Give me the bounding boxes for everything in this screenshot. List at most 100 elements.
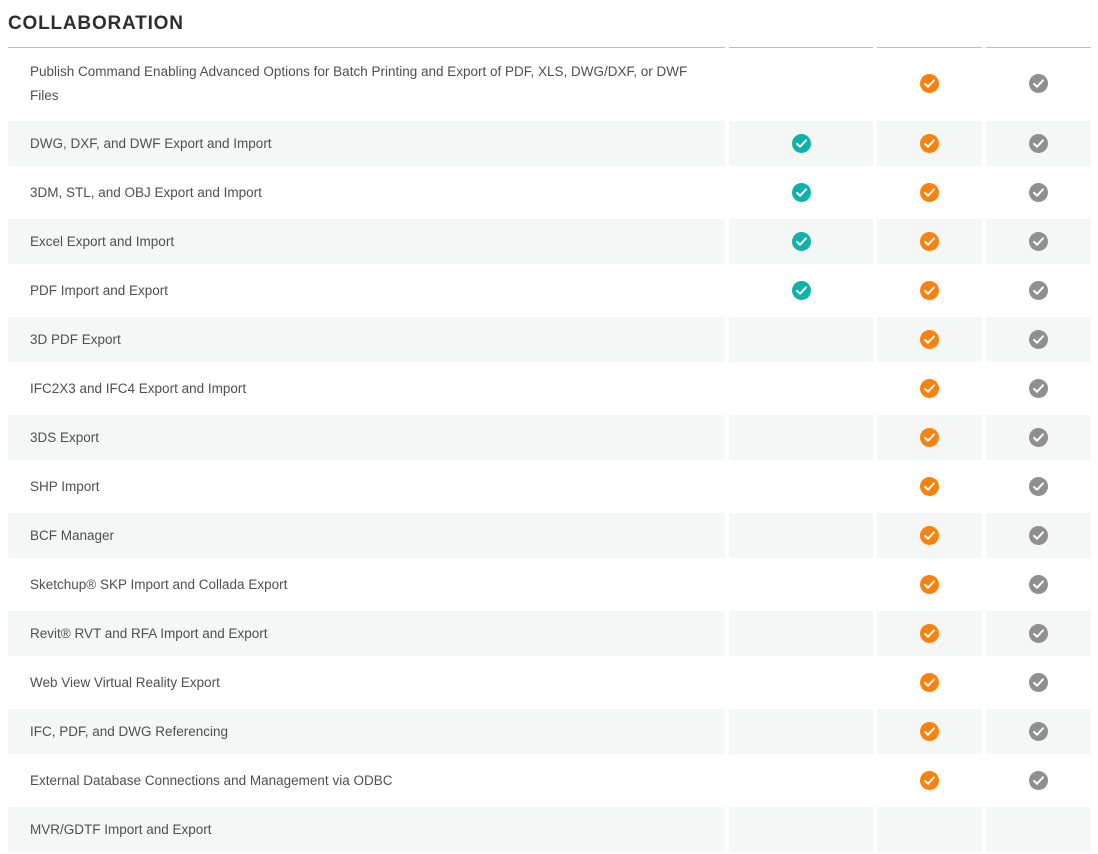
check-cell-column-2 [877,366,982,411]
check-cell-column-3 [986,562,1091,607]
check-cell-column-2 [877,170,982,215]
check-cell-column-2 [877,317,982,362]
check-cell-column-3 [986,415,1091,460]
feature-label: MVR/GDTF Import and Export [8,807,725,852]
column-2-border [877,47,982,48]
check-circle-icon [920,526,939,545]
check-cell-column-1 [729,219,873,264]
column-top-borders [8,47,1091,48]
check-circle-icon [920,134,939,153]
check-circle-icon [920,74,939,93]
feature-label: BCF Manager [8,513,725,558]
feature-row: Revit® RVT and RFA Import and Export [8,609,1091,658]
check-circle-icon [920,477,939,496]
feature-label: Publish Command Enabling Advanced Option… [30,63,688,103]
check-cell-column-2 [877,268,982,313]
feature-label: Excel Export and Import [8,219,725,264]
check-cell-column-3 [986,121,1091,166]
check-circle-icon [1029,74,1048,93]
check-cell-column-3 [986,219,1091,264]
check-circle-icon [920,428,939,447]
feature-label: Web View Virtual Reality Export [30,674,220,690]
check-cell-column-1 [729,758,873,803]
check-cell-column-2 [877,50,982,117]
check-cell-column-1 [729,660,873,705]
check-cell-column-3 [986,611,1091,656]
check-circle-icon [920,232,939,251]
feature-row: PDF Import and Export [8,266,1091,315]
check-circle-icon [791,183,811,202]
feature-row: Publish Command Enabling Advanced Option… [8,48,1091,119]
column-3-border [986,47,1091,48]
check-circle-icon [920,183,939,202]
section-title: COLLABORATION [8,12,184,34]
feature-row: IFC2X3 and IFC4 Export and Import [8,364,1091,413]
feature-label: IFC2X3 and IFC4 Export and Import [30,380,247,396]
feature-row: SHP Import [8,462,1091,511]
check-cell-column-1 [729,415,873,460]
check-circle-icon [1029,281,1048,300]
feature-label: SHP Import [30,478,100,494]
check-cell-column-1 [729,121,873,166]
check-cell-column-1 [729,709,873,754]
feature-row: Excel Export and Import [8,217,1091,266]
feature-label: Sketchup® SKP Import and Collada Export [30,576,288,592]
check-cell-column-1 [729,464,873,509]
check-cell-column-2 [877,611,982,656]
section-header: COLLABORATION [8,0,1091,47]
check-circle-icon [1029,673,1048,692]
check-circle-icon [1029,330,1048,349]
check-circle-icon [920,624,939,643]
check-cell-column-3 [986,317,1091,362]
check-cell-column-2 [877,219,982,264]
check-circle-icon [1029,379,1048,398]
check-cell-column-3 [986,170,1091,215]
check-circle-icon [920,722,939,741]
check-circle-icon [920,330,939,349]
feature-label: 3D PDF Export [8,317,725,362]
check-cell-column-1 [729,807,873,852]
check-circle-icon [1029,624,1048,643]
check-circle-icon [1029,771,1048,790]
check-cell-column-3 [986,709,1091,754]
feature-label: IFC, PDF, and DWG Referencing [8,709,725,754]
feature-label: 3DM, STL, and OBJ Export and Import [30,184,262,200]
check-cell-column-2 [877,562,982,607]
feature-row: 3DS Export [8,413,1091,462]
check-cell-column-3 [986,660,1091,705]
check-cell-column-1 [729,513,873,558]
check-cell-column-2 [877,513,982,558]
check-circle-icon [1029,232,1048,251]
check-circle-icon [920,575,939,594]
check-circle-icon [791,134,811,153]
feature-row: DWG, DXF, and DWF Export and Import [8,119,1091,168]
check-circle-icon [791,232,811,251]
check-circle-icon [791,281,811,300]
check-cell-column-3 [986,50,1091,117]
feature-label: External Database Connections and Manage… [30,772,393,788]
check-cell-column-1 [729,317,873,362]
check-circle-icon [1029,183,1048,202]
check-cell-column-2 [877,709,982,754]
feature-label: Revit® RVT and RFA Import and Export [8,611,725,656]
check-cell-column-2 [877,807,982,852]
check-circle-icon [1029,575,1048,594]
feature-label: DWG, DXF, and DWF Export and Import [8,121,725,166]
check-circle-icon [1029,428,1048,447]
feature-label: 3DS Export [8,415,725,460]
check-circle-icon [1029,722,1048,741]
feature-rows: Publish Command Enabling Advanced Option… [8,48,1091,854]
feature-row: MVR/GDTF Import and Export [8,805,1091,854]
feature-label: PDF Import and Export [30,282,169,298]
check-cell-column-1 [729,562,873,607]
check-cell-column-2 [877,758,982,803]
check-circle-icon [1029,134,1048,153]
feature-row: IFC, PDF, and DWG Referencing [8,707,1091,756]
check-cell-column-1 [729,170,873,215]
check-cell-column-1 [729,611,873,656]
feature-row: Sketchup® SKP Import and Collada Export [8,560,1091,609]
check-circle-icon [920,379,939,398]
check-circle-icon [1029,477,1048,496]
column-1-border [729,47,873,48]
check-cell-column-2 [877,660,982,705]
